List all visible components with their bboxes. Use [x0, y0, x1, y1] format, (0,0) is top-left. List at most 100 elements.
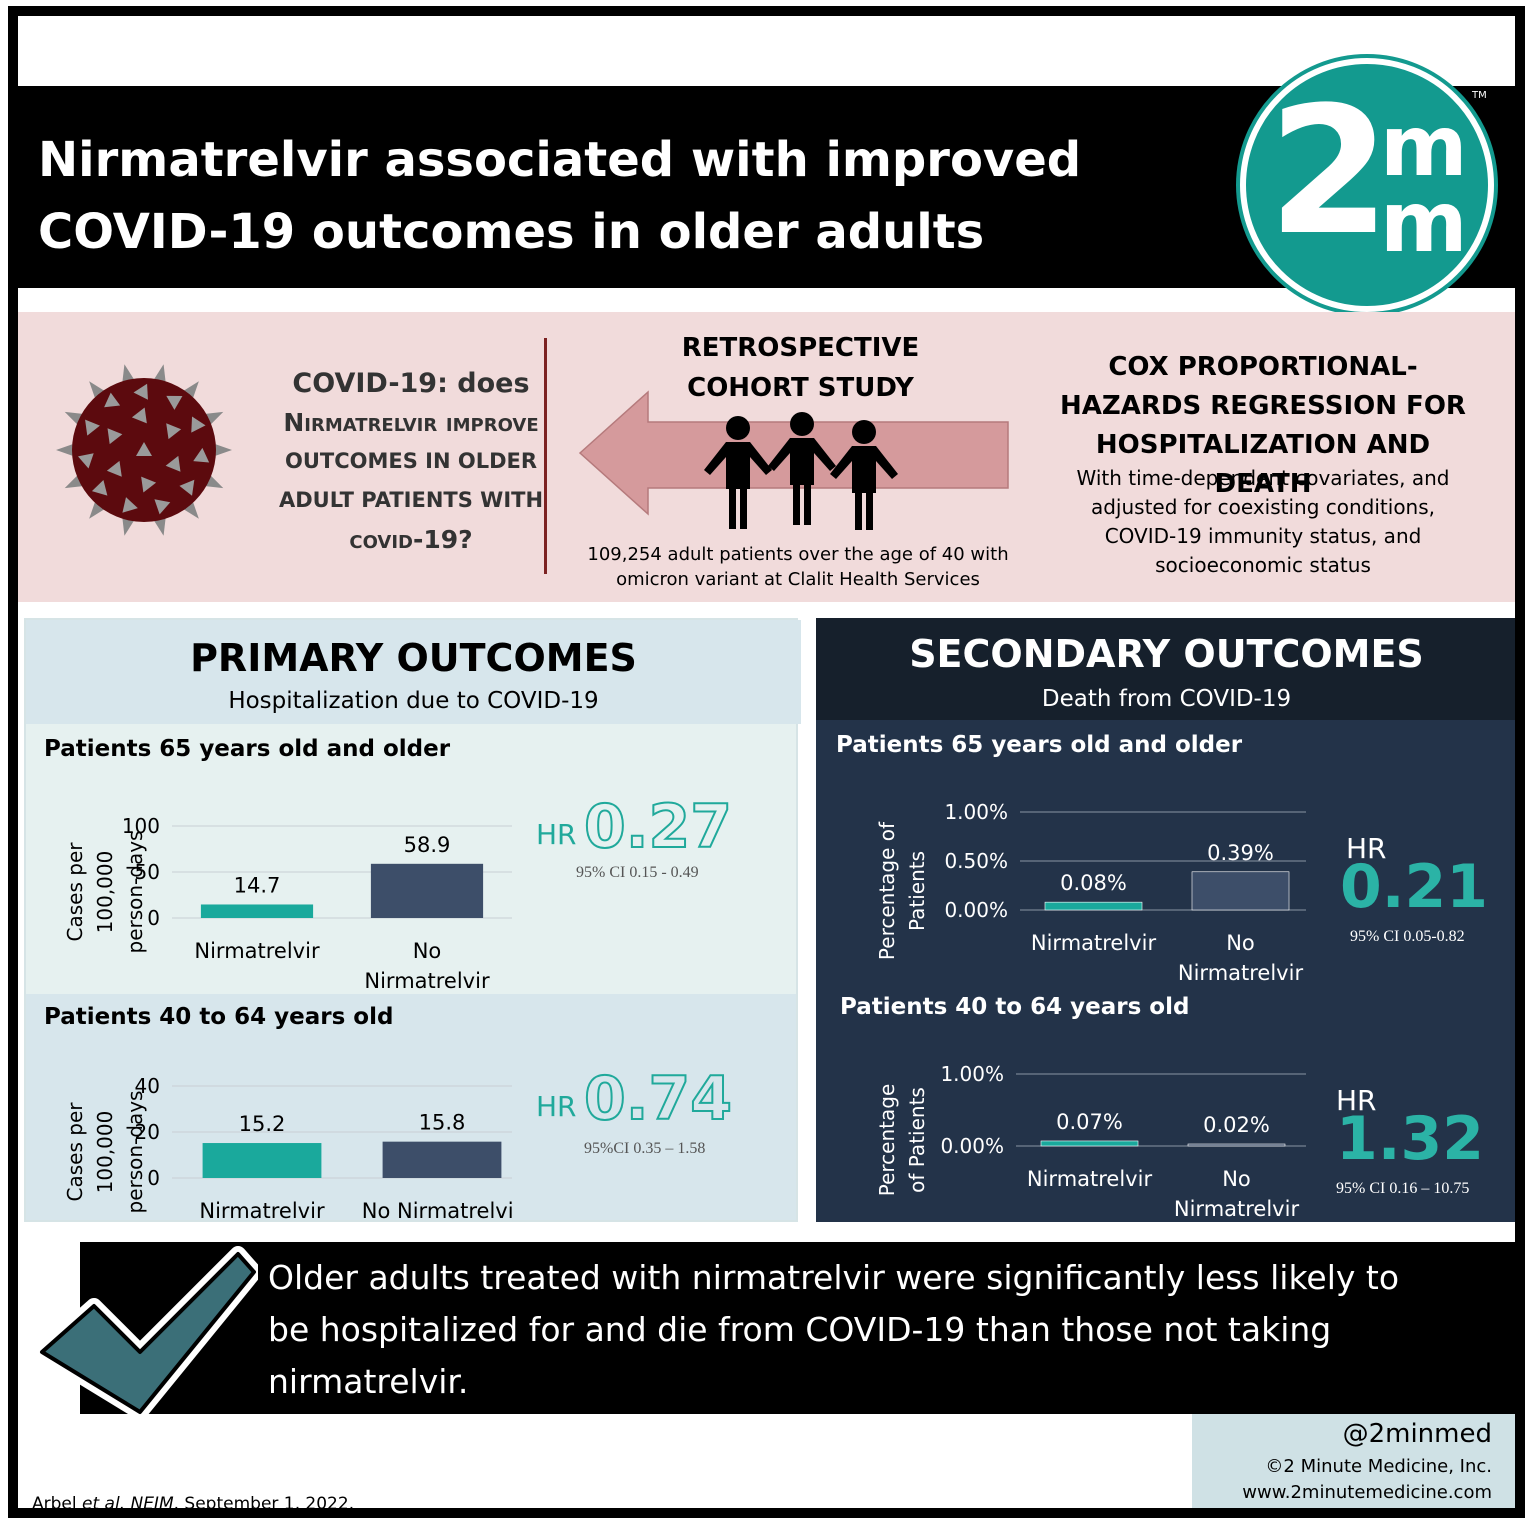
y-tick-label: 0	[147, 1166, 160, 1190]
hr-label: HR	[1336, 1084, 1377, 1117]
footer-box	[1192, 1414, 1515, 1508]
question-line: COVID-19: does	[246, 364, 576, 403]
secondary-group1-chart: 0.00% 0.50% 1.00% Percentage of Patients 0.08…	[875, 800, 1306, 985]
secondary-group1-label: Patients 65 years old and older	[836, 732, 1243, 758]
social-handle[interactable]: @2minmed	[1342, 1419, 1492, 1449]
method-title-line: HAZARDS REGRESSION FOR	[1060, 391, 1466, 421]
bar	[382, 1141, 502, 1178]
y-axis-label: Percentage of	[875, 821, 899, 960]
virus-spike	[89, 381, 110, 404]
y-tick-label: 100	[122, 814, 160, 838]
y-axis-label: Cases per	[63, 1102, 87, 1202]
virus-protein	[131, 407, 147, 424]
logo-letter: m	[1380, 173, 1468, 271]
x-category-label: No	[1226, 931, 1255, 955]
secondary-group2-label: Patients 40 to 64 years old	[840, 994, 1190, 1020]
hr-value: 0.27	[583, 792, 733, 862]
data-label: 14.7	[234, 873, 281, 897]
conclusion-line: nirmatrelvir.	[268, 1362, 469, 1401]
title-line: COVID-19 outcomes in older adults	[38, 204, 985, 260]
y-tick-label: 20	[135, 1120, 160, 1144]
citation: Arbel et al. NEJM. September 1, 2022.	[32, 1492, 354, 1514]
question-line: Nirmatrelvir improve	[283, 408, 539, 437]
cohort-description: 109,254 adult patients over the age of 4…	[563, 542, 1033, 592]
bar	[1040, 1140, 1139, 1147]
people-icon	[704, 412, 898, 530]
page-title: Nirmatrelvir associated with improved CO…	[38, 124, 1188, 268]
data-label: 15.2	[239, 1112, 286, 1136]
cohort-line: 109,254 adult patients over the age of 4…	[587, 544, 1009, 565]
y-axis-label: 100,000	[93, 851, 117, 934]
x-category-label: Nirmatrelvir	[1031, 931, 1157, 955]
conclusion-line: be hospitalized for and die from COVID-1…	[268, 1310, 1332, 1349]
hr-value: 0.21	[1340, 852, 1489, 922]
y-axis-label: 100,000	[93, 1111, 117, 1194]
x-category-label: No	[1222, 1167, 1251, 1191]
data-label: 0.02%	[1203, 1113, 1270, 1137]
y-tick-label: 1.00%	[940, 1062, 1004, 1086]
x-category-label: No	[413, 939, 442, 963]
confidence-interval: 95%CI 0.35 – 1.58	[584, 1140, 706, 1157]
question-line: adult patients with	[278, 488, 544, 512]
citation-journal: et al. NEJM	[82, 1494, 174, 1514]
virus-icon	[56, 364, 232, 536]
conclusion-line: Older adults treated with nirmatrelvir w…	[268, 1258, 1400, 1297]
method-desc-line: adjusted for coexisting conditions,	[1090, 495, 1436, 519]
virus-spike	[178, 381, 199, 404]
research-question: COVID-19: does Nirmatrelvir improve outc…	[246, 364, 576, 559]
y-axis-label: person-days	[123, 831, 147, 954]
virus-protein	[165, 455, 181, 472]
virus-protein	[193, 447, 210, 463]
conclusion-text: Older adults treated with nirmatrelvir w…	[268, 1252, 1498, 1408]
bar	[1191, 871, 1290, 911]
method-desc-line: socioeconomic status	[1155, 553, 1371, 577]
citation-author: Arbel	[32, 1494, 82, 1514]
y-tick-label: 0.00%	[940, 1134, 1004, 1158]
hr-label: HR	[536, 1090, 577, 1123]
x-category-label: Nirmatrelvir	[194, 939, 320, 963]
logo-number: 2	[1268, 69, 1391, 274]
copyright: ©2 Minute Medicine, Inc.	[1265, 1456, 1492, 1477]
hr-label: HR	[536, 818, 577, 851]
confidence-interval: 95% CI 0.15 - 0.49	[576, 864, 699, 881]
method-description: With time-dependent covariates, and adju…	[1058, 464, 1468, 580]
method-title: COX PROPORTIONAL- HAZARDS REGRESSION FOR…	[1058, 348, 1468, 504]
method-desc-line: COVID-19 immunity status, and	[1104, 524, 1422, 548]
y-axis-label: person-days	[123, 1091, 147, 1214]
virus-spike	[178, 496, 199, 519]
virus-protein	[85, 419, 100, 436]
data-label: 0.39%	[1207, 841, 1274, 865]
divider	[544, 338, 547, 574]
primary-group2-chart: 0 20 40 Cases per 100,000 person-days 15.2 Nirm…	[63, 1074, 512, 1223]
virus-protein	[136, 442, 152, 456]
virus-protein	[133, 383, 148, 400]
secondary-title: SECONDARY OUTCOMES	[909, 632, 1424, 676]
question-line: outcomes in older	[284, 449, 538, 473]
y-tick-label: 0	[147, 906, 160, 930]
primary-group1-chart: 0 50 100 Cases per 100,000 person-days 14.7 Nir…	[63, 814, 512, 992]
bar	[1044, 901, 1143, 911]
checkmark-icon	[34, 1246, 258, 1420]
secondary-subtitle: Death from COVID-19	[1041, 686, 1292, 712]
virus-protein	[77, 453, 94, 469]
primary-group1-label: Patients 65 years old and older	[44, 736, 451, 762]
logo-letter: m	[1380, 97, 1468, 195]
y-tick-label: 0.50%	[944, 849, 1008, 873]
website-link[interactable]: www.2minutemedicine.com	[1242, 1482, 1492, 1503]
method-desc-line: With time-dependent covariates, and	[1076, 466, 1450, 490]
y-axis-label: of Patients	[905, 1087, 929, 1193]
primary-title: PRIMARY OUTCOMES	[190, 636, 637, 680]
hr-label: HR	[1346, 832, 1387, 865]
bar	[200, 904, 314, 918]
method-title-line: HOSPITALIZATION AND DEATH	[1095, 430, 1431, 499]
virus-protein	[141, 476, 157, 493]
logo-trademark: TM	[1472, 90, 1487, 101]
virus-protein	[166, 423, 182, 440]
x-category-label: Nirmatrelvir	[1178, 961, 1304, 985]
x-category-label: Nirmatrelvir	[1027, 1167, 1153, 1191]
primary-header-band	[26, 620, 801, 724]
bar	[370, 863, 484, 918]
study-type-line: COHORT STUDY	[687, 373, 914, 403]
y-tick-label: 50	[135, 860, 160, 884]
virus-spike	[89, 496, 110, 519]
